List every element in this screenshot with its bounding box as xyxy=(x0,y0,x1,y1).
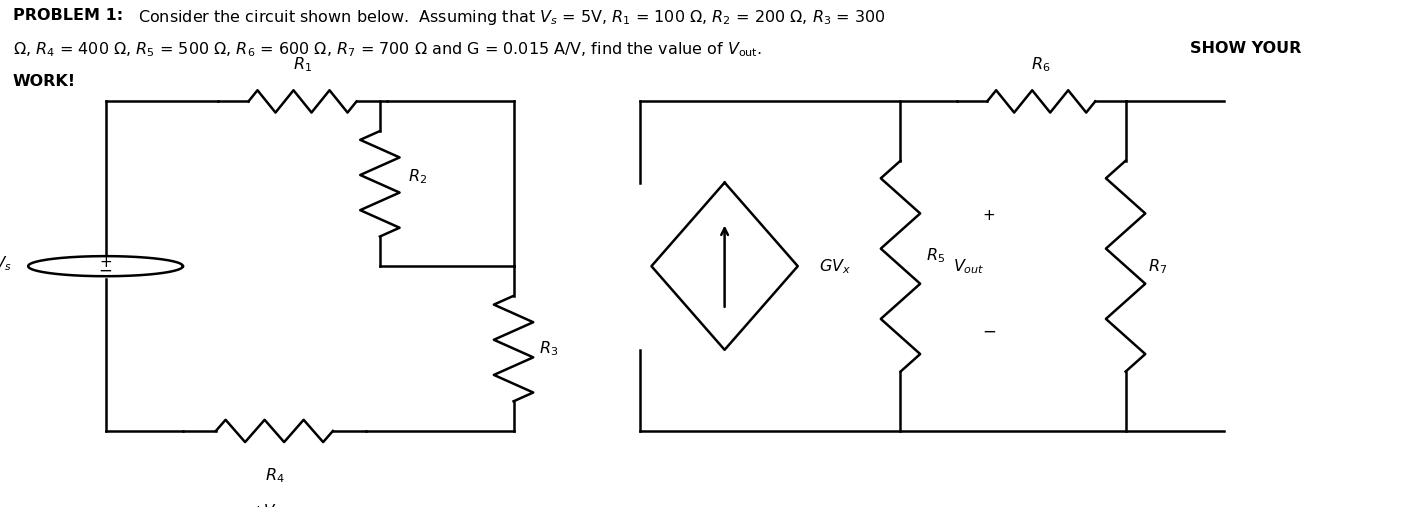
Text: +: + xyxy=(98,255,113,270)
Text: −: − xyxy=(982,323,996,341)
Text: $R_3$: $R_3$ xyxy=(539,339,559,358)
Text: $V_{out}$: $V_{out}$ xyxy=(954,257,985,275)
Text: +: + xyxy=(982,208,996,223)
Text: Consider the circuit shown below.  Assuming that $V_s$ = 5V, $R_1$ = 100 Ω, $R_2: Consider the circuit shown below. Assumi… xyxy=(138,8,885,26)
Text: $R_1$: $R_1$ xyxy=(293,55,312,74)
Text: WORK!: WORK! xyxy=(13,74,76,89)
Text: PROBLEM 1:: PROBLEM 1: xyxy=(13,8,122,23)
Text: $R_4$: $R_4$ xyxy=(265,466,284,485)
Text: $R_2$: $R_2$ xyxy=(408,167,428,186)
Text: $R_7$: $R_7$ xyxy=(1148,257,1168,275)
Text: $R_5$: $R_5$ xyxy=(926,247,946,265)
Text: $R_6$: $R_6$ xyxy=(1031,55,1051,74)
Text: Ω, $R_4$ = 400 Ω, $R_5$ = 500 Ω, $R_6$ = 600 Ω, $R_7$ = 700 Ω and G = 0.015 A/V,: Ω, $R_4$ = 400 Ω, $R_5$ = 500 Ω, $R_6$ =… xyxy=(13,41,761,59)
Text: −: − xyxy=(98,262,113,280)
Text: $V_s$: $V_s$ xyxy=(0,255,11,273)
Text: $GV_x$: $GV_x$ xyxy=(819,257,851,275)
Text: $+V_x-$: $+V_x-$ xyxy=(252,502,297,507)
Text: SHOW YOUR: SHOW YOUR xyxy=(1190,41,1301,56)
